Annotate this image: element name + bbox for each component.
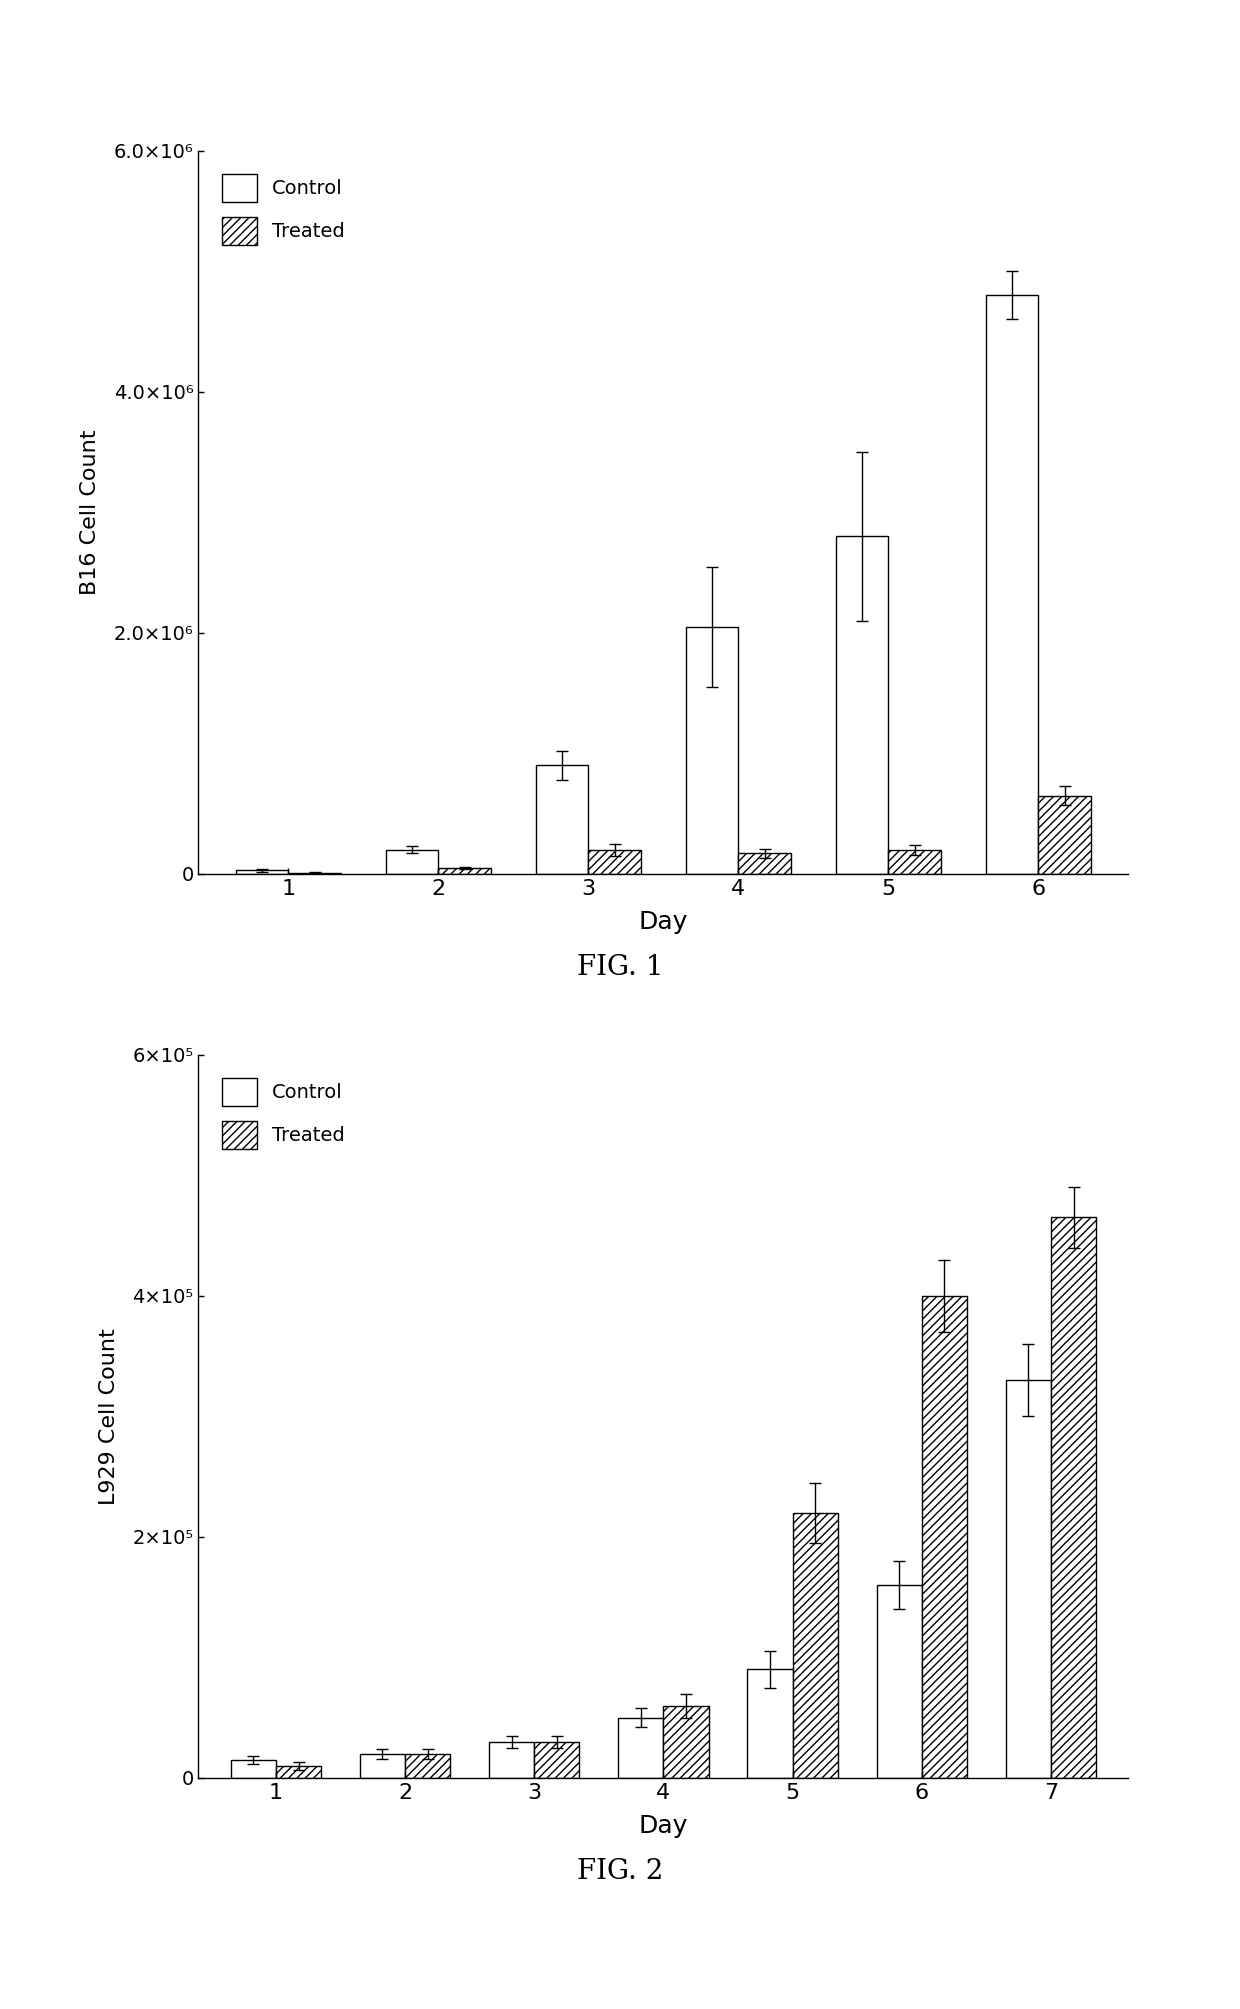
Y-axis label: L929 Cell Count: L929 Cell Count xyxy=(98,1328,119,1505)
X-axis label: Day: Day xyxy=(639,1814,688,1838)
Bar xyxy=(405,1754,450,1778)
Bar xyxy=(686,627,738,874)
Bar xyxy=(792,1513,838,1778)
Bar xyxy=(748,1669,792,1778)
Bar xyxy=(360,1754,405,1778)
Bar xyxy=(231,1760,275,1778)
Bar xyxy=(1006,1380,1052,1778)
Bar xyxy=(738,854,791,874)
Bar xyxy=(534,1742,579,1778)
Bar xyxy=(589,850,641,874)
Bar xyxy=(888,850,941,874)
X-axis label: Day: Day xyxy=(639,910,688,934)
Y-axis label: B16 Cell Count: B16 Cell Count xyxy=(79,430,100,595)
Bar xyxy=(1038,796,1091,874)
Bar xyxy=(275,1766,321,1778)
Bar xyxy=(386,850,439,874)
Bar xyxy=(836,536,888,874)
Bar xyxy=(489,1742,534,1778)
Bar xyxy=(1052,1217,1096,1778)
Bar xyxy=(619,1718,663,1778)
Bar xyxy=(236,870,289,874)
Bar xyxy=(986,295,1038,874)
Legend: Control, Treated: Control, Treated xyxy=(215,1071,353,1157)
Bar xyxy=(536,765,589,874)
Bar xyxy=(877,1585,921,1778)
Text: FIG. 1: FIG. 1 xyxy=(577,954,663,980)
Bar xyxy=(439,868,491,874)
Legend: Control, Treated: Control, Treated xyxy=(215,167,353,253)
Bar xyxy=(663,1706,708,1778)
Text: FIG. 2: FIG. 2 xyxy=(577,1858,663,1884)
Bar xyxy=(921,1296,967,1778)
